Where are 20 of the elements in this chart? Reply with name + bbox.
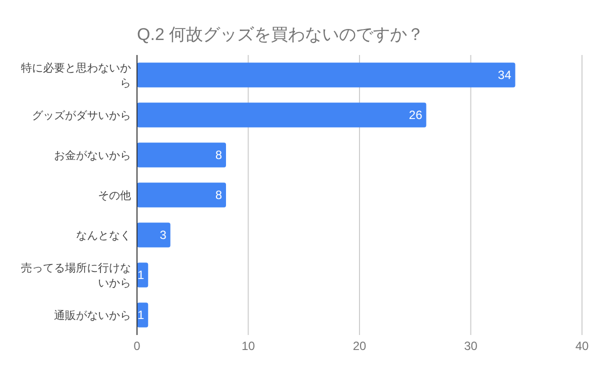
data-label: 8: [215, 148, 222, 162]
data-label: 8: [215, 188, 222, 202]
data-label: 1: [137, 308, 144, 322]
y-tick-label: グッズがダサいから: [32, 110, 131, 122]
x-tick-label: 0: [134, 339, 141, 353]
title: Q.2 何故グッズを買わないのですか？: [137, 25, 424, 44]
x-tick-label: 30: [464, 339, 478, 353]
y-tick-label: 特に必要と思わないから: [21, 62, 131, 90]
data-label: 26: [408, 108, 423, 122]
data-label: 34: [498, 68, 512, 82]
y-tick-label: その他: [98, 190, 131, 202]
x-tick-label: 20: [352, 339, 366, 353]
y-tick-label: お金がないから: [54, 150, 131, 162]
y-tick-label: なんとなく: [76, 230, 131, 242]
data-label: 1: [137, 268, 144, 282]
x-tick-label: 40: [575, 339, 589, 353]
x-tick-label: 10: [242, 339, 256, 353]
y-tick-label: 通販がないから: [54, 309, 131, 322]
data-label: 3: [160, 228, 167, 242]
y-tick-label: 売ってる場所に行けないから: [21, 262, 131, 290]
